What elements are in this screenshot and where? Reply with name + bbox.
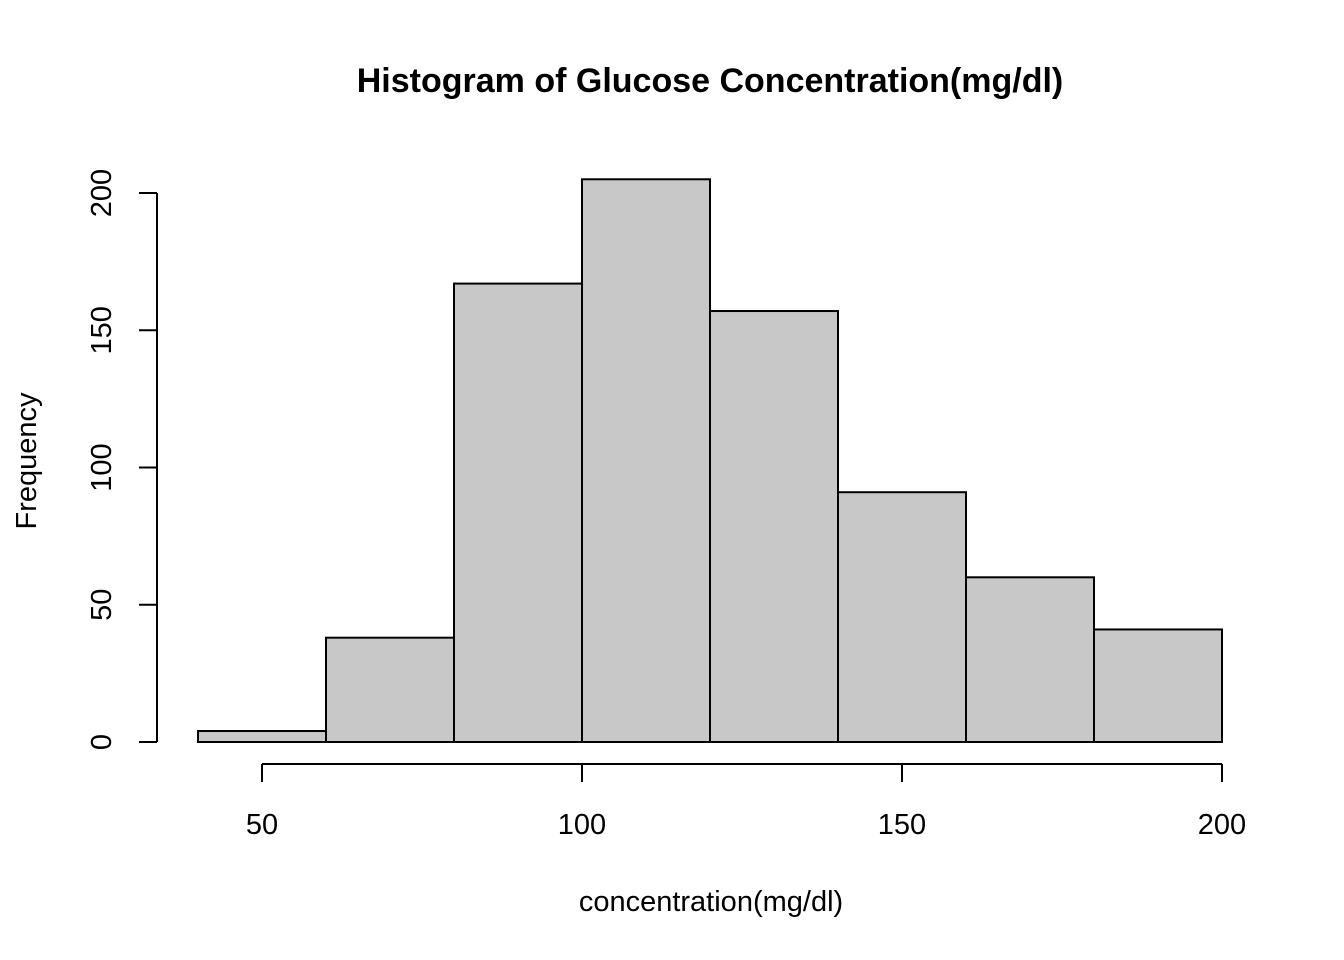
x-tick-label: 150 [878,809,926,841]
bars-group [197,178,1223,744]
histogram-bar [837,491,967,743]
y-tick-label: 200 [86,169,118,217]
histogram-bar [325,636,455,743]
y-axis: 0 50 100 150 200 [86,169,158,750]
x-tick-label: 100 [558,809,606,841]
y-tick-label: 150 [86,306,118,354]
chart-title: Histogram of Glucose Concentration(mg/dl… [357,62,1063,100]
histogram-bar [453,282,583,743]
y-tick-label: 50 [86,589,118,621]
histogram-bar [709,310,839,743]
histogram-bar [581,178,711,743]
x-axis: 50 100 150 200 [246,763,1246,841]
y-axis-label: Frequency [11,392,43,530]
x-tick-label: 200 [1198,809,1246,841]
y-tick-label: 100 [86,443,118,491]
histogram-bar [197,730,327,744]
x-axis-label: concentration(mg/dl) [579,886,843,918]
histogram-bar [965,576,1095,743]
y-tick-label: 0 [86,734,118,750]
x-tick-label: 50 [246,809,278,841]
histogram-bar [1093,628,1223,744]
